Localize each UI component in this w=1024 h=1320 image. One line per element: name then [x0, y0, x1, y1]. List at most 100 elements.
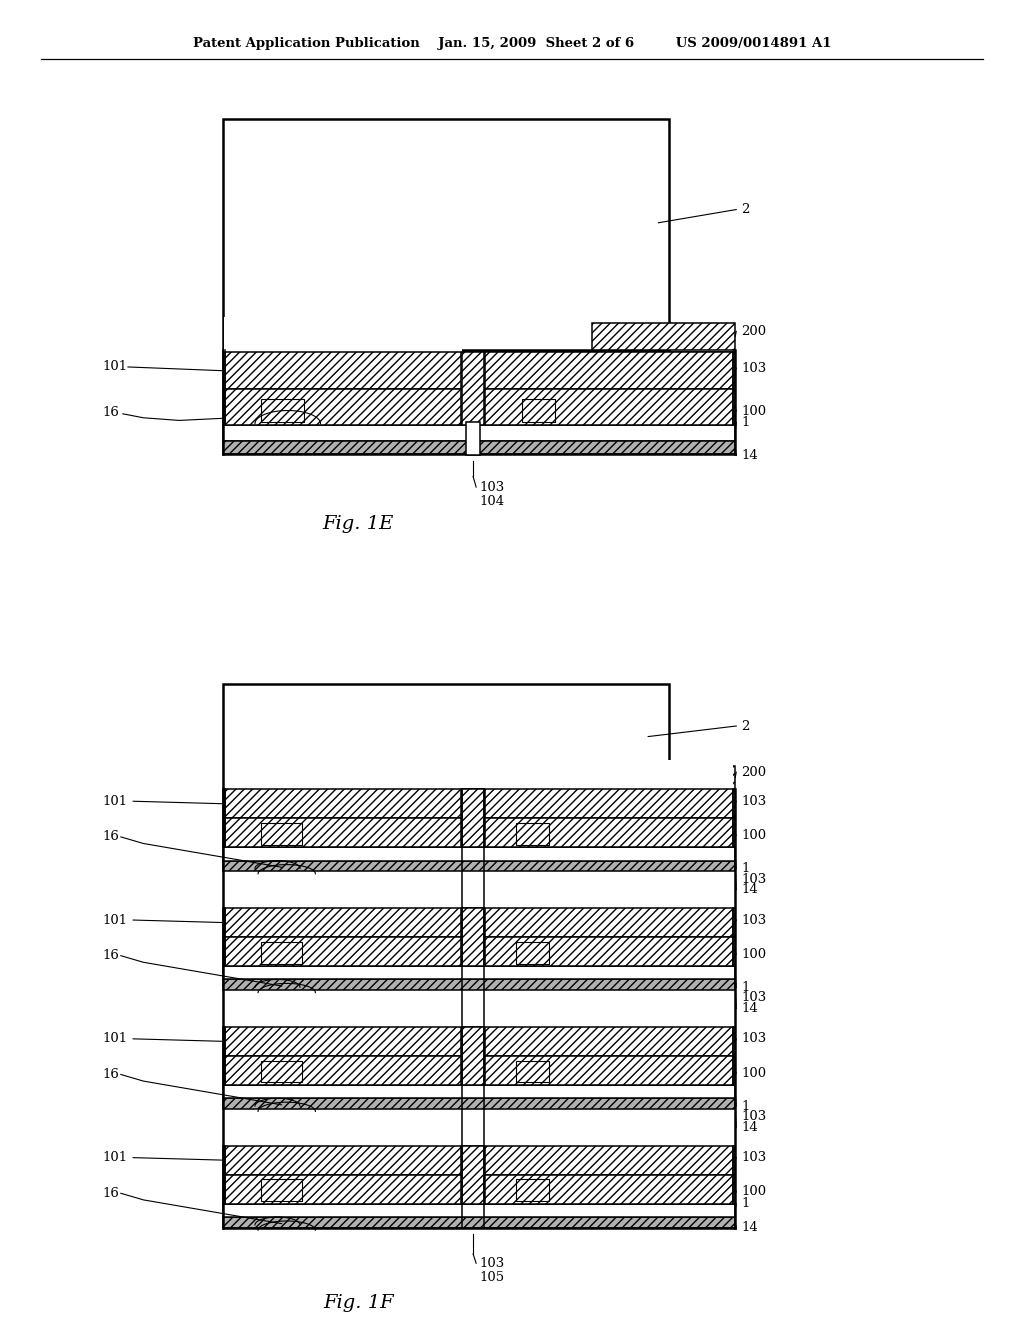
Bar	[516, 942, 549, 964]
Bar	[225, 937, 461, 966]
Text: 16: 16	[102, 407, 119, 418]
Text: 101: 101	[102, 913, 128, 927]
Bar	[225, 879, 461, 937]
Bar	[225, 818, 461, 847]
Bar	[225, 998, 461, 1056]
Bar	[485, 908, 733, 937]
Text: 103: 103	[741, 362, 767, 375]
Bar	[223, 684, 669, 789]
Text: 103: 103	[479, 480, 505, 494]
Bar	[485, 1175, 733, 1204]
Text: 100: 100	[741, 829, 767, 842]
Text: 100: 100	[741, 1185, 767, 1199]
Bar	[223, 818, 735, 847]
Bar	[225, 760, 461, 818]
Text: 14: 14	[741, 1121, 758, 1134]
Bar	[592, 766, 735, 789]
Bar	[462, 1146, 484, 1204]
Text: 1: 1	[741, 1197, 750, 1210]
Bar	[485, 818, 733, 847]
Bar	[224, 317, 462, 389]
Text: 200: 200	[741, 766, 767, 779]
Bar	[485, 1056, 733, 1085]
Bar	[261, 1180, 302, 1201]
Text: 1: 1	[741, 981, 750, 994]
Text: 14: 14	[741, 883, 758, 896]
Text: 2: 2	[741, 719, 750, 733]
Bar	[225, 1175, 461, 1204]
Text: 104: 104	[479, 495, 505, 508]
Bar	[223, 389, 735, 425]
Bar	[223, 1175, 735, 1204]
Bar	[225, 389, 461, 425]
Text: 101: 101	[102, 360, 128, 374]
Text: 16: 16	[102, 1187, 119, 1200]
Bar	[225, 789, 461, 818]
Bar	[592, 323, 735, 350]
Text: Patent Application Publication    Jan. 15, 2009  Sheet 2 of 6         US 2009/00: Patent Application Publication Jan. 15, …	[193, 37, 831, 50]
Bar	[485, 1146, 733, 1175]
Text: 14: 14	[741, 1221, 758, 1234]
Text: 16: 16	[102, 830, 119, 843]
Bar	[225, 1146, 461, 1175]
Text: 2: 2	[741, 203, 750, 216]
Text: 200: 200	[741, 325, 767, 338]
Text: 103: 103	[741, 913, 767, 927]
Bar	[522, 399, 555, 422]
Text: 16: 16	[102, 1068, 119, 1081]
Text: 105: 105	[479, 1271, 505, 1284]
Text: 103: 103	[741, 795, 767, 808]
Bar	[485, 1117, 733, 1175]
Bar	[225, 1056, 461, 1085]
Bar	[485, 352, 733, 389]
Bar	[516, 824, 549, 845]
Bar	[485, 879, 733, 937]
Text: 103: 103	[741, 873, 767, 886]
Bar	[225, 1117, 461, 1175]
Bar	[225, 352, 461, 389]
Bar	[462, 908, 484, 966]
Bar	[261, 942, 302, 964]
Text: 103: 103	[741, 1032, 767, 1045]
Bar	[223, 1027, 735, 1056]
Bar	[223, 789, 735, 818]
Bar	[485, 789, 733, 818]
Bar	[462, 789, 484, 847]
Bar	[223, 908, 735, 937]
Bar	[462, 1027, 484, 1085]
Bar	[462, 352, 484, 425]
Bar	[225, 1027, 461, 1056]
Bar	[223, 119, 669, 350]
Text: 1: 1	[741, 1100, 750, 1113]
Bar	[485, 389, 733, 425]
Text: 1: 1	[741, 862, 750, 875]
Text: 103: 103	[741, 1110, 767, 1123]
Text: 101: 101	[102, 1151, 128, 1164]
Text: 103: 103	[479, 1257, 505, 1270]
Bar	[261, 1061, 302, 1082]
Bar	[223, 966, 735, 979]
Bar	[223, 352, 735, 389]
Bar	[223, 979, 735, 990]
Bar	[223, 441, 735, 454]
Text: Fig. 1F: Fig. 1F	[324, 1294, 393, 1312]
Bar	[225, 908, 461, 937]
Bar	[223, 1217, 735, 1228]
Bar	[261, 824, 302, 845]
Bar	[516, 1061, 549, 1082]
Bar	[516, 1180, 549, 1201]
Bar	[223, 1085, 735, 1098]
Text: 100: 100	[741, 948, 767, 961]
Text: 1: 1	[741, 416, 750, 429]
Bar	[485, 760, 733, 818]
Text: Fig. 1E: Fig. 1E	[323, 515, 394, 533]
Bar	[261, 399, 304, 422]
Bar	[485, 937, 733, 966]
Bar	[223, 861, 735, 871]
Bar	[223, 847, 735, 861]
Text: 16: 16	[102, 949, 119, 962]
Bar	[485, 1027, 733, 1056]
Bar	[223, 1204, 735, 1217]
Text: 14: 14	[741, 449, 758, 462]
Text: 103: 103	[741, 1151, 767, 1164]
